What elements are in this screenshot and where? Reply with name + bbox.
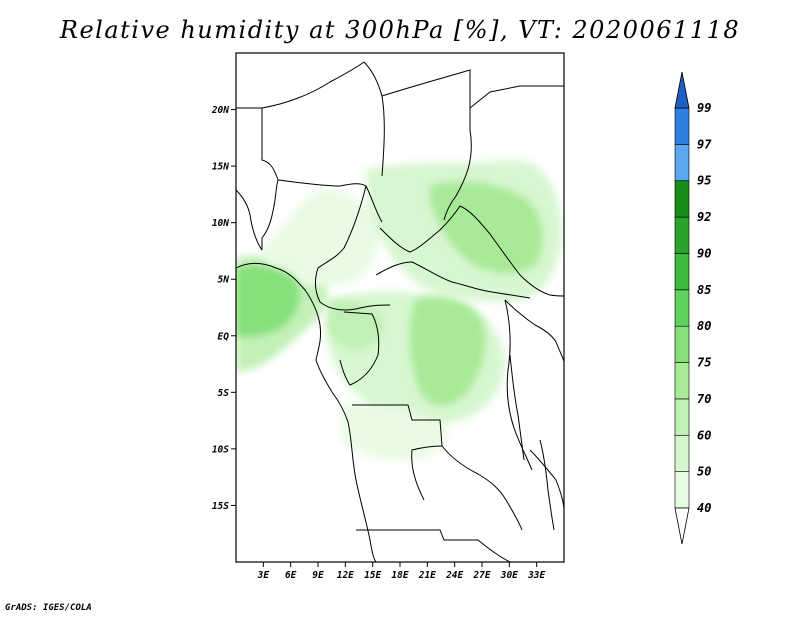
map-title: Relative humidity at 300hPa [%], VT: 202… bbox=[59, 16, 741, 44]
colorbar-segment bbox=[674, 471, 690, 509]
colorbar-label: 97 bbox=[697, 137, 712, 151]
colorbar-segment bbox=[674, 144, 690, 182]
colorbar-segment bbox=[674, 107, 690, 145]
border-zambia bbox=[441, 445, 523, 531]
colorbar-segment bbox=[674, 253, 690, 291]
colorbar-label: 80 bbox=[697, 319, 711, 333]
lon-tick-label: 9E bbox=[312, 570, 324, 581]
colorbar-segment bbox=[674, 398, 690, 436]
lon-tick-label: 3E bbox=[257, 570, 270, 581]
border-great-lakes bbox=[504, 299, 564, 363]
colorbar-label: 70 bbox=[697, 392, 711, 406]
border-egypt-sudan bbox=[469, 85, 564, 109]
colorbar-segment bbox=[674, 216, 690, 254]
lat-tick-label: 5N bbox=[218, 275, 230, 286]
lon-tick-label: 30E bbox=[500, 570, 518, 581]
colorbar-label: 75 bbox=[697, 356, 711, 370]
colorbar-label: 95 bbox=[697, 174, 711, 188]
border-benin-togo bbox=[236, 189, 263, 251]
lon-tick-label: 27E bbox=[472, 570, 490, 581]
colorbar-label: 90 bbox=[697, 246, 711, 260]
lake-tanganyika bbox=[509, 354, 525, 461]
colorbar-label: 92 bbox=[697, 210, 711, 224]
colorbar-segment bbox=[674, 289, 690, 327]
lat-tick-label: 15N bbox=[212, 162, 229, 173]
lat-tick-label: 5S bbox=[218, 388, 230, 399]
border-angola-south bbox=[356, 529, 511, 562]
humidity-region-south bbox=[340, 402, 446, 461]
credit-label: GrADS: IGES/COLA bbox=[5, 603, 92, 613]
humidity-region-sahel-west bbox=[262, 189, 380, 287]
border-north-libya-niger bbox=[261, 61, 385, 177]
country-borders bbox=[236, 61, 564, 562]
humidity-core-gulf bbox=[236, 265, 300, 337]
colorbar-label: 50 bbox=[697, 465, 711, 479]
colorbar-segment bbox=[674, 362, 690, 400]
colorbar: 40 50 60 70 75 80 85 90 92 95 97 99 bbox=[674, 71, 712, 545]
border-car-drc bbox=[375, 261, 531, 299]
coastline-west-africa bbox=[236, 263, 377, 562]
humidity-shading bbox=[236, 159, 562, 461]
colorbar-segment bbox=[674, 325, 690, 363]
border-tanzania-mozambique bbox=[529, 449, 564, 509]
map-axes: 20N 15N 10N 5N EQ 5S 10S 15S 3E 6E 9E 12E 15E 18E 21E 2… bbox=[211, 105, 546, 581]
humidity-core-chad-sudan bbox=[430, 181, 543, 274]
lon-tick-label: 12E bbox=[337, 570, 354, 581]
lat-tick-label: EQ bbox=[218, 331, 230, 342]
lat-tick-label: 10S bbox=[212, 444, 229, 455]
border-mali-niger bbox=[236, 107, 279, 181]
lon-tick-label: 24E bbox=[445, 570, 463, 581]
lon-tick-label: 6E bbox=[285, 570, 297, 581]
border-cameroon bbox=[315, 185, 391, 311]
border-drc-east bbox=[504, 299, 533, 471]
lon-tick-label: 18E bbox=[391, 570, 408, 581]
border-chad-car bbox=[379, 205, 564, 297]
humidity-core-gabon bbox=[328, 299, 383, 351]
lon-tick-label: 21E bbox=[418, 570, 436, 581]
humidity-core-drc bbox=[409, 296, 486, 406]
colorbar-label: 85 bbox=[697, 283, 711, 297]
colorbar-top-arrow bbox=[674, 71, 690, 109]
lat-tick-label: 10N bbox=[212, 218, 229, 229]
lon-tick-label: 15E bbox=[364, 570, 381, 581]
border-libya-chad-sudan bbox=[381, 69, 472, 221]
colorbar-label: 40 bbox=[697, 501, 711, 515]
lat-tick-label: 20N bbox=[211, 105, 229, 116]
lon-tick-label: 33E bbox=[527, 570, 545, 581]
colorbar-segment bbox=[674, 180, 690, 218]
border-nigeria-north bbox=[261, 179, 383, 250]
colorbar-label: 99 bbox=[697, 101, 711, 115]
border-congo bbox=[339, 311, 380, 386]
colorbar-bottom-arrow bbox=[674, 507, 690, 545]
lake-malawi bbox=[539, 439, 555, 531]
colorbar-segment bbox=[674, 434, 690, 472]
colorbar-label: 60 bbox=[697, 428, 711, 442]
lat-tick-label: 15S bbox=[212, 501, 229, 512]
